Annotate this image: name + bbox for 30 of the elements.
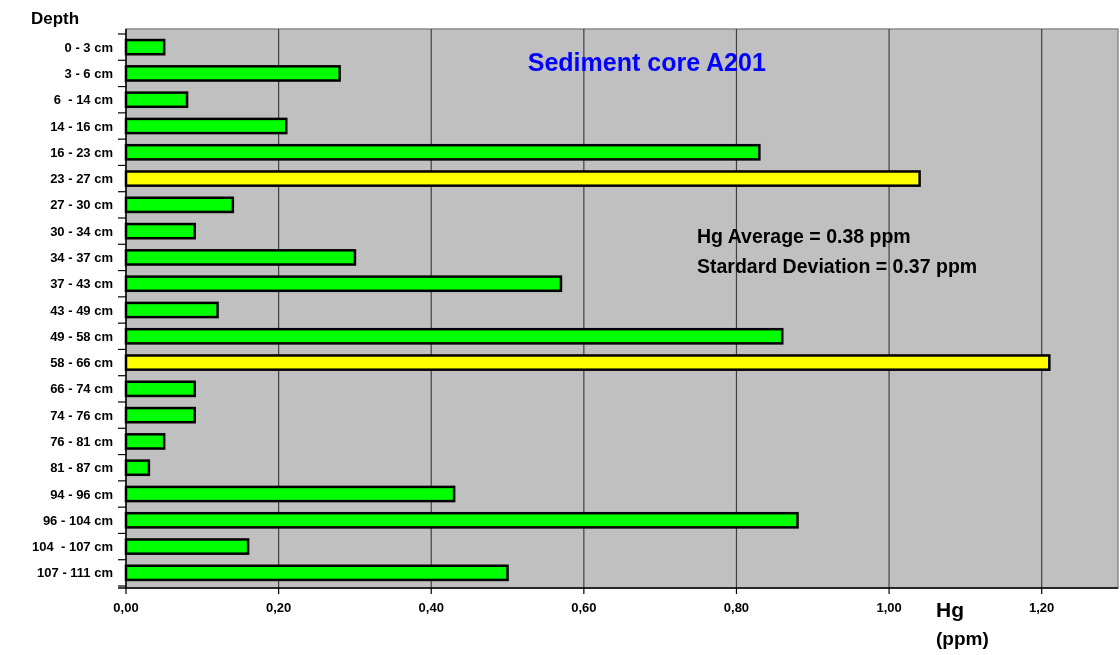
y-tick-label: 94 - 96 cm xyxy=(50,486,113,502)
y-tick-label: 66 - 74 cm xyxy=(50,381,113,397)
x-tick-label: 0,20 xyxy=(265,600,292,615)
x-tick-label: 0,60 xyxy=(571,600,597,615)
y-tick-label: 0 - 3 cm xyxy=(64,39,113,55)
x-tick-label: 1,20 xyxy=(1029,600,1055,615)
y-tick-label: 37 - 43 cm xyxy=(50,276,113,292)
y-tick-label: 49 - 58 cm xyxy=(50,328,113,344)
y-tick-label: 27 - 30 cm xyxy=(50,197,113,213)
y-tick-label: 96 - 104 cm xyxy=(42,512,113,528)
y-tick-label: 58 - 66 cm xyxy=(50,355,113,371)
y-tick-label: 16 - 23 cm xyxy=(50,144,113,160)
y-axis-title: Depth xyxy=(30,9,80,28)
y-tick-label: 74 - 76 cm xyxy=(50,407,113,423)
y-tick-label: 6 - 14 cm xyxy=(53,92,113,108)
x-tick-label: 1,00 xyxy=(876,600,902,615)
y-tick-label: 81 - 87 cm xyxy=(50,460,113,476)
y-tick-label: 23 - 27 cm xyxy=(50,171,113,187)
x-tick-label: 0,40 xyxy=(418,600,444,615)
y-tick-label: 107 - 111 cm xyxy=(37,565,113,581)
x-tick-label: 0,00 xyxy=(113,600,139,615)
y-tick-label: 43 - 49 cm xyxy=(50,302,113,318)
y-tick-label: 34 - 37 cm xyxy=(50,249,113,265)
y-tick-label: 14 - 16 cm xyxy=(50,118,113,134)
y-tick-label: 104 - 107 cm xyxy=(32,539,113,555)
y-tick-label: 76 - 81 cm xyxy=(50,433,113,449)
x-axis-title: Hg (ppm) xyxy=(936,598,989,649)
y-tick-label: 3 - 6 cm xyxy=(64,65,113,81)
x-tick-label: 0,80 xyxy=(723,600,750,615)
y-tick-label: 30 - 34 cm xyxy=(50,223,113,239)
